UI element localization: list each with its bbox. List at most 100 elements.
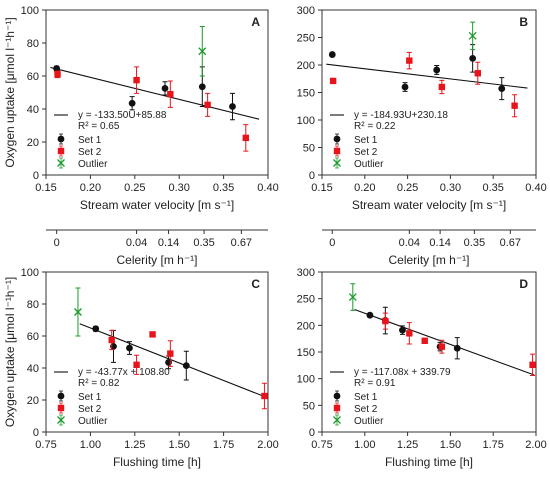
data-point xyxy=(204,101,211,109)
series-set-2 xyxy=(54,66,249,152)
legend-marker xyxy=(57,392,65,400)
data-point xyxy=(453,344,461,352)
data-point xyxy=(167,90,174,98)
data-point xyxy=(110,343,117,350)
series-outlier xyxy=(348,283,357,311)
legend-label: Outlier xyxy=(78,159,108,170)
y-tick-label: 40 xyxy=(27,104,39,116)
panel-label: C xyxy=(251,277,260,291)
equation-text: y = -43.77x + 108.80 xyxy=(78,367,170,378)
y-tick-label: 250 xyxy=(297,294,315,306)
r-squared-text: R² = 0.22 xyxy=(354,121,396,132)
y-tick-label: 100 xyxy=(21,267,39,279)
x-axis-label: Stream water velocity [m s⁻¹] xyxy=(352,198,506,212)
y-tick-label: 20 xyxy=(27,395,39,407)
regression-line xyxy=(354,308,535,376)
x-tick-label: 1.00 xyxy=(354,439,375,451)
data-point xyxy=(242,134,249,142)
panels-layer: 0 20 40 60 80 100 0.15 0.20 0.25 0.30 0.35 0.40 Stre… xyxy=(3,5,547,469)
x-tick-label: 0.25 xyxy=(397,182,418,194)
x-tick-label: 0.30 xyxy=(168,182,189,194)
r-squared-text: R² = 0.65 xyxy=(78,121,120,132)
data-point xyxy=(421,337,428,344)
panel-label: A xyxy=(251,15,260,29)
data-point xyxy=(433,66,441,74)
data-point xyxy=(261,392,268,400)
data-point xyxy=(167,350,174,357)
y-tick-label: 80 xyxy=(27,38,39,50)
y-tick-label: 60 xyxy=(27,331,39,343)
x-tick-label: 0.75 xyxy=(35,439,56,451)
data-point xyxy=(329,77,337,85)
series-set-1 xyxy=(53,65,236,121)
data-point xyxy=(198,83,206,91)
data-point xyxy=(149,331,156,338)
panel-a: 0 20 40 60 80 100 0.15 0.20 0.25 0.30 0.35 0.40 Stre… xyxy=(3,5,279,212)
x-axis-label: Flushing time [h] xyxy=(113,455,201,469)
celerity-tick-label: 0.67 xyxy=(231,237,252,249)
celerity-tick-label: 0.04 xyxy=(126,237,147,249)
series-set-1 xyxy=(328,44,506,101)
data-point xyxy=(366,311,374,319)
x-tick-label: 0.75 xyxy=(311,439,332,451)
x-tick-label: 0.40 xyxy=(525,182,546,194)
x-tick-label: 1.00 xyxy=(80,439,101,451)
panel-label: D xyxy=(519,277,528,291)
data-point xyxy=(53,65,61,72)
celerity-tick-label: 0.67 xyxy=(500,237,521,249)
data-point xyxy=(92,325,100,333)
legend-marker xyxy=(333,392,341,400)
celerity-tick-label: 0.14 xyxy=(429,237,450,249)
plot-frame xyxy=(45,9,269,176)
regression-line xyxy=(326,63,528,89)
legend-marker xyxy=(333,404,341,412)
legend-label: Set 2 xyxy=(354,404,378,415)
data-point xyxy=(126,344,133,352)
data-point xyxy=(133,76,140,84)
series-set-2 xyxy=(382,312,536,376)
y-tick-label: 100 xyxy=(297,374,315,386)
y-tick-label: 0 xyxy=(309,427,315,439)
x-tick-label: 0.40 xyxy=(257,182,278,194)
data-point xyxy=(474,70,481,77)
data-point xyxy=(468,31,477,40)
y-tick-label: 20 xyxy=(27,137,39,149)
x-tick-label: 1.75 xyxy=(213,439,234,451)
data-point xyxy=(161,84,169,92)
celerity-axis-label: Celerity [m h⁻¹] xyxy=(116,253,197,267)
x-tick-label: 0.20 xyxy=(354,182,375,194)
y-tick-label: 40 xyxy=(27,363,39,375)
regression-line xyxy=(79,323,267,398)
data-point xyxy=(406,57,413,64)
data-point xyxy=(348,293,357,302)
series-set-2 xyxy=(329,51,518,118)
celerity-tick-label: 0 xyxy=(329,237,335,249)
y-tick-label: 50 xyxy=(303,400,315,412)
legend-marker xyxy=(57,404,65,412)
legend-label: Set 1 xyxy=(78,135,102,146)
data-point xyxy=(108,336,115,344)
x-tick-label: 1.25 xyxy=(397,439,418,451)
y-tick-label: 0 xyxy=(309,170,315,182)
x-tick-label: 2.00 xyxy=(525,439,546,451)
equation-text: y = -133.50U+85.88 xyxy=(78,110,167,121)
panel-label: B xyxy=(519,15,528,29)
x-tick-label: 0.25 xyxy=(124,182,145,194)
x-tick-label: 0.35 xyxy=(482,182,503,194)
y-tick-label: 100 xyxy=(21,5,39,17)
x-tick-label: 2.00 xyxy=(257,439,278,451)
x-tick-label: 0.20 xyxy=(80,182,101,194)
equation-text: y = -184.93U+230.18 xyxy=(354,110,448,121)
legend-marker xyxy=(333,159,341,167)
y-tick-label: 200 xyxy=(297,320,315,332)
legend-label: Outlier xyxy=(354,159,384,170)
data-point xyxy=(165,359,172,366)
y-tick-label: 300 xyxy=(297,5,315,17)
x-tick-label: 0.15 xyxy=(311,182,332,194)
legend-label: Set 1 xyxy=(354,135,378,146)
data-point xyxy=(469,55,477,62)
